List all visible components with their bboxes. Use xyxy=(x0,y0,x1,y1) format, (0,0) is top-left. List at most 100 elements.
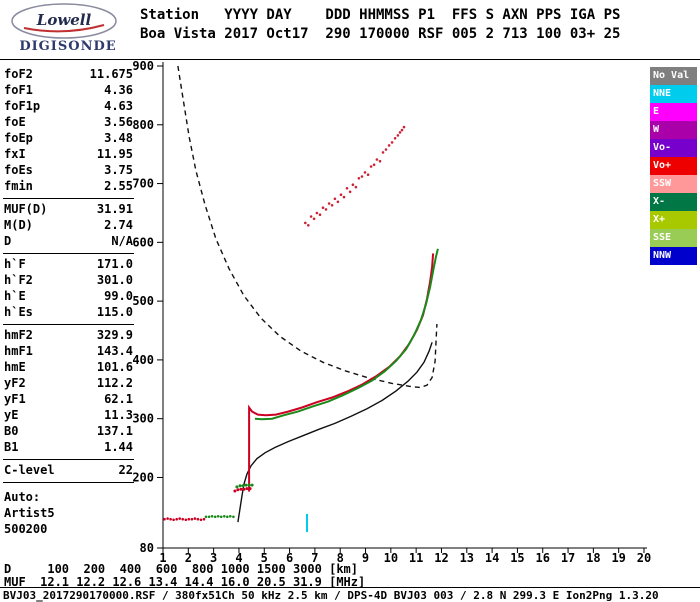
param-label: h`F xyxy=(4,257,26,271)
param-value: 11.675 xyxy=(89,67,133,81)
series-spread-f-scatter-dot xyxy=(384,148,388,151)
series-e-region-o-dot xyxy=(199,518,203,522)
param-label: C-level xyxy=(4,463,55,477)
param-row-foe: foE 3.56 xyxy=(3,114,134,130)
param-row-fmin: fmin 2.55 xyxy=(3,178,134,194)
series-e-region-o-dot xyxy=(196,517,200,521)
param-label: foEs xyxy=(4,163,33,177)
series-es-trace-x-dot xyxy=(244,483,248,487)
param-value: 99.0 xyxy=(104,289,133,303)
param-label: yE xyxy=(4,408,19,422)
series-es-trace-o-dot xyxy=(233,489,237,493)
x-tick-label: 4 xyxy=(235,551,242,565)
x-tick-label: 6 xyxy=(286,551,293,565)
series-spread-f-scatter-dot xyxy=(390,141,394,144)
param-label: foF1p xyxy=(4,99,41,113)
x-tick-label: 8 xyxy=(337,551,344,565)
series-e-region-x-dot xyxy=(204,515,208,519)
series-e-region-x-dot xyxy=(207,515,211,519)
series-spread-f-scatter-dot xyxy=(369,165,373,168)
x-tick-label: 2 xyxy=(185,551,192,565)
series-spread-f-scatter-dot xyxy=(363,171,367,174)
param-group: hmF2 329.9 hmF1 143.4 hmE 101.6 yF2 112.2 yF1 62.… xyxy=(3,325,134,460)
footer-divider xyxy=(0,587,700,588)
param-label: fxI xyxy=(4,147,26,161)
param-group: h`F 171.0 h`F2 301.0 h`E 99.0 h`Es 115.0 xyxy=(3,254,134,325)
param-group: MUF(D) 31.91 M(D) 2.74 D N/A xyxy=(3,199,134,254)
param-label: fmin xyxy=(4,179,33,193)
param-label: h`E xyxy=(4,289,26,303)
param-row-h-e: h`E 99.0 xyxy=(3,288,134,304)
param-footer-label: Auto: xyxy=(4,490,41,504)
x-tick-label: 16 xyxy=(536,551,550,565)
logo-digisonde-text: DIGISONDE xyxy=(19,39,117,54)
param-row-yf1: yF1 62.1 xyxy=(3,391,134,407)
y-tick-label: 500 xyxy=(132,294,154,308)
y-tick-label: 400 xyxy=(132,353,154,367)
param-value: 137.1 xyxy=(96,424,133,438)
x-tick-label: 14 xyxy=(485,551,499,565)
param-footer-row-artist5: Artist5 xyxy=(3,505,134,521)
series-spread-f-scatter-dot xyxy=(378,159,382,163)
series-e-region-o-dot xyxy=(190,517,194,521)
param-value: 3.56 xyxy=(104,115,133,129)
x-tick-label: 3 xyxy=(210,551,217,565)
param-value: 2.55 xyxy=(104,179,133,193)
series-spread-f-scatter-dot xyxy=(396,134,400,137)
param-value: 62.1 xyxy=(104,392,133,406)
legend-item-no-val: No Val xyxy=(650,67,697,85)
param-row-h-f2: h`F2 301.0 xyxy=(3,272,134,288)
param-value: 4.36 xyxy=(104,83,133,97)
param-value: N/A xyxy=(111,234,133,248)
series-e-region-o-dot xyxy=(163,517,166,521)
series-spread-f-scatter-dot xyxy=(387,144,391,147)
series-e-region-o-dot xyxy=(184,518,188,522)
series-spread-f-scatter-dot xyxy=(339,193,343,196)
series-e-region-x-dot xyxy=(216,515,220,518)
param-footer-row-auto: Auto: xyxy=(3,489,134,505)
param-value: 101.6 xyxy=(96,360,133,374)
series-transmission-curve xyxy=(177,65,438,389)
series-spread-f-scatter-dot xyxy=(357,177,361,180)
x-tick-label: 12 xyxy=(434,551,448,565)
x-tick-label: 15 xyxy=(510,551,524,565)
series-spread-f-scatter-dot xyxy=(312,217,316,221)
series-o-trace xyxy=(248,253,435,492)
series-x-trace xyxy=(254,248,439,421)
param-label: D xyxy=(4,234,12,248)
param-group: C-level 22 xyxy=(3,460,134,483)
file-info: BVJ03_2017290170000.RSF / 380fx51Ch 50 k… xyxy=(3,589,659,602)
legend-item-e: E xyxy=(650,103,697,121)
param-row-muf-d: MUF(D) 31.91 xyxy=(3,201,134,217)
series-es-trace-x-dot xyxy=(235,485,239,489)
series-spread-f-scatter-dot xyxy=(318,213,322,216)
series-e-region-o-dot xyxy=(166,517,169,520)
x-tick-label: 11 xyxy=(409,551,423,565)
param-row-foes: foEs 3.75 xyxy=(3,162,134,178)
series-spread-f-scatter-dot xyxy=(398,131,402,134)
param-value: 4.63 xyxy=(104,99,133,113)
param-label: M(D) xyxy=(4,218,33,232)
param-row-foep: foEp 3.48 xyxy=(3,130,134,146)
series-e-region-o-dot xyxy=(169,517,172,521)
legend-item-ssw: SSW xyxy=(650,175,697,193)
series-spread-f-scatter-dot xyxy=(381,151,385,154)
param-label: foE xyxy=(4,115,26,129)
series-e-region-x-dot xyxy=(226,515,229,519)
legend-item-x-: X- xyxy=(650,193,697,211)
param-value: 1.44 xyxy=(104,440,133,454)
param-row-fof1: foF1 4.36 xyxy=(3,82,134,98)
legend-item-nne: NNE xyxy=(650,85,697,103)
param-value: 11.95 xyxy=(96,147,133,161)
station-header: Station YYYY DAY DDD HHMMSS P1 FFS S AXN… xyxy=(140,6,620,44)
param-value: 329.9 xyxy=(96,328,133,342)
param-footer-label: 500200 xyxy=(4,522,48,536)
param-row-hmf1: hmF1 143.4 xyxy=(3,343,134,359)
y-tick-label: 300 xyxy=(132,412,154,426)
param-label: h`F2 xyxy=(4,273,33,287)
series-e-region-o-dot xyxy=(181,517,184,521)
distance-row: D 100 200 400 600 800 1000 1500 3000 [km… xyxy=(4,562,359,576)
series-es-trace-x-dot xyxy=(247,483,251,487)
station-header-values: Boa Vista 2017 Oct17 290 170000 RSF 005 … xyxy=(140,26,621,42)
